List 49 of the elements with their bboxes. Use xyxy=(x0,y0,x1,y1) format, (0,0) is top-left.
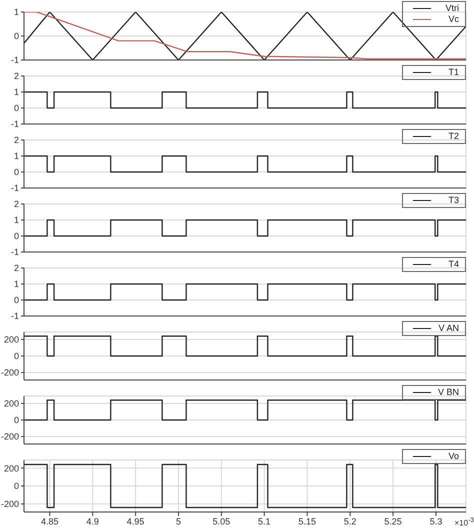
y-tick-label: -200 xyxy=(0,432,19,442)
y-tick-label: 2 xyxy=(14,199,19,210)
legend-label: V BN xyxy=(438,387,459,398)
x-tick-label: 5.25 xyxy=(384,516,402,526)
text: ×10$^{-3}$ xyxy=(454,517,474,528)
legend-label: T1 xyxy=(448,67,459,78)
x-tick-label: 4.95 xyxy=(126,516,144,526)
legend-label: Vc xyxy=(448,14,459,25)
y-tick-label: -200 xyxy=(0,368,19,378)
y-tick-label: 1 xyxy=(14,7,19,18)
x-tick-label: 5.1 xyxy=(258,516,271,526)
y-tick-label: 0 xyxy=(14,167,19,178)
y-tick-label: 200 xyxy=(4,398,19,409)
y-tick-label: -1 xyxy=(10,183,19,194)
y-tick-label: 0 xyxy=(14,295,19,306)
y-tick-label: 0 xyxy=(14,31,19,42)
y-tick-label: -200 xyxy=(0,499,19,510)
y-tick-label: 2 xyxy=(14,71,19,82)
y-tick-label: 2 xyxy=(14,263,19,274)
y-tick-label: 0 xyxy=(14,103,19,114)
x-tick-label: 5.3 xyxy=(430,516,442,526)
y-tick-label: 0 xyxy=(14,481,19,492)
y-tick-label: 0 xyxy=(14,351,19,362)
x-tick-label: 5.15 xyxy=(298,516,316,526)
y-tick-label: 0 xyxy=(14,231,19,242)
x-tick-label: 4.85 xyxy=(40,516,59,526)
y-tick-label: 200 xyxy=(4,463,19,474)
legend-label: V AN xyxy=(438,323,459,334)
y-tick-label: 200 xyxy=(4,334,19,345)
legend-label: T3 xyxy=(448,195,459,206)
legend-label: T4 xyxy=(448,259,459,270)
x-tick-label: 4.9 xyxy=(86,516,99,526)
line-series xyxy=(24,12,466,60)
y-tick-label: -1 xyxy=(10,119,19,130)
x-tick-label: 5.2 xyxy=(344,516,356,526)
y-tick-label: 1 xyxy=(14,215,19,226)
x-tick-label: 5.05 xyxy=(212,516,230,526)
y-tick-label: 0 xyxy=(14,415,19,426)
y-tick-label: 1 xyxy=(14,279,19,290)
y-tick-label: -1 xyxy=(10,247,19,258)
legend-label: T2 xyxy=(448,131,459,142)
y-tick-label: -1 xyxy=(10,55,19,66)
x-tick-label: 5 xyxy=(176,516,181,526)
legend-label: Vo xyxy=(448,451,459,462)
y-tick-label: 1 xyxy=(14,151,19,162)
y-tick-label: -1 xyxy=(10,311,19,322)
y-tick-label: 1 xyxy=(14,87,19,98)
legend-label: Vtri xyxy=(446,3,459,14)
y-tick-label: 2 xyxy=(14,135,19,146)
